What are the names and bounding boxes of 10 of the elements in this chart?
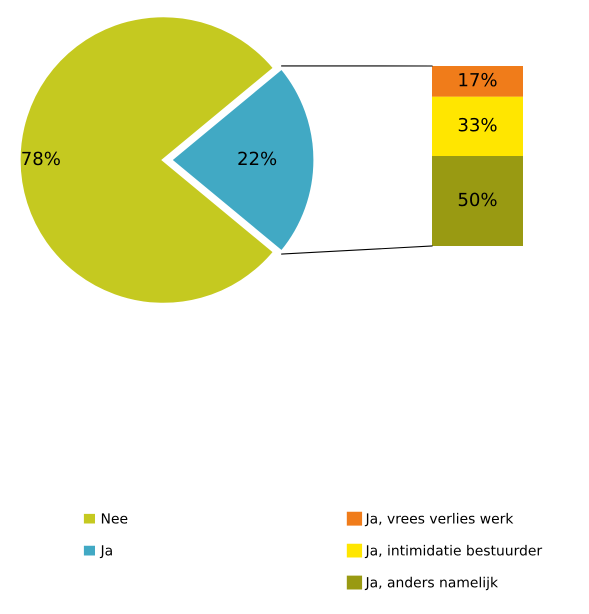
- data-label: 78%: [22, 152, 60, 166]
- legend-label: Ja, anders namelijk: [364, 576, 498, 590]
- legend-label: Ja: [100, 545, 112, 558]
- legend-label: Ja, vrees verlies werk: [364, 512, 514, 526]
- data-label: 33%: [458, 118, 497, 132]
- data-label: 50%: [458, 192, 497, 206]
- data-label: 17%: [459, 72, 497, 87]
- legend-label: Nee: [102, 513, 128, 524]
- data-label: 22%: [238, 152, 276, 166]
- legend-label: Ja, intimidatie bestuurder: [364, 544, 542, 558]
